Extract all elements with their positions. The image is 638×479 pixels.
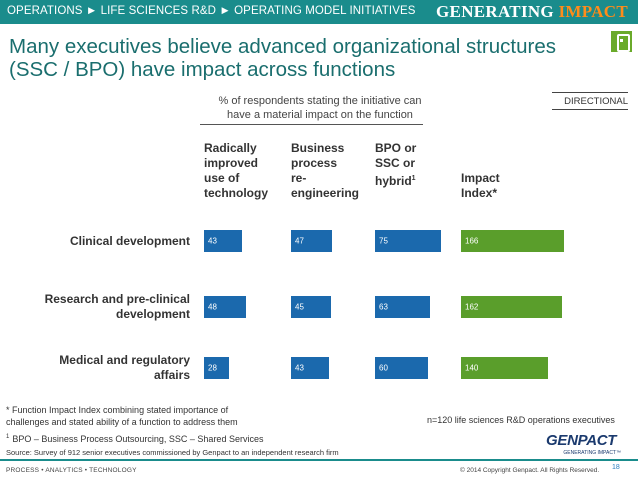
bar-value-label: 60 [379, 363, 388, 373]
column-header-line: Business [291, 141, 345, 155]
bar-value-label: 43 [208, 236, 217, 246]
title-line-1: Many executives believe advanced organiz… [9, 35, 556, 58]
impact-footnote-line-1: * Function Impact Index combining stated… [6, 405, 229, 415]
bar [291, 230, 332, 252]
bar-value-label: 63 [379, 302, 388, 312]
bar [461, 357, 548, 379]
bar-value-label: 140 [465, 363, 479, 373]
bpo-footnote: 1 BPO – Business Process Outsourcing, SSC… [6, 431, 263, 445]
directional-box [552, 92, 628, 110]
mobile-phone-icon [611, 31, 632, 52]
bpo-footnote-text: BPO – Business Process Outsourcing, SSC … [12, 434, 264, 444]
brand-logo: GENERATING IMPACT [436, 2, 628, 22]
genpact-logo: GENPACT GENERATING IMPACT™ [546, 432, 621, 456]
bar [291, 357, 329, 379]
column-header-line: technology [204, 186, 269, 200]
brand-prefix: GENERATING [436, 2, 554, 21]
subtitle-line-1: % of respondents stating the initiative … [218, 95, 422, 107]
row-label-line: development [115, 307, 190, 321]
column-header: Business process re-engineering [291, 141, 359, 201]
bar [375, 230, 441, 252]
column-header-line: Impact [461, 171, 500, 185]
row-label: Research and pre-clinical development [0, 292, 190, 322]
footer-rule [0, 459, 638, 461]
footer-copyright: © 2014 Copyright Genpact. All Rights Res… [460, 467, 600, 474]
header-bar: OPERATIONS ► LIFE SCIENCES R&D ► OPERATI… [0, 0, 638, 24]
row-label-line: Medical and regulatory [59, 353, 190, 367]
impact-footnote-line-2: challenges and stated ability of a funct… [6, 417, 238, 427]
page-number: 18 [612, 464, 620, 471]
genpact-logo-tagline: GENERATING IMPACT™ [563, 450, 621, 456]
column-header-line: SSC or [375, 156, 416, 170]
impact-footnote: * Function Impact Index combining stated… [6, 404, 238, 428]
column-header-line: Radically [204, 141, 257, 155]
source-note: Source: Survey of 912 senior executives … [6, 448, 339, 457]
title-line-2: (SSC / BPO) have impact across functions [9, 57, 396, 81]
directional-badge: DIRECTIONAL [564, 96, 628, 107]
column-header-line: re- [291, 171, 307, 185]
chart-subtitle: % of respondents stating the initiative … [200, 95, 440, 122]
bar-value-label: 166 [465, 236, 479, 246]
bar-value-label: 162 [465, 302, 479, 312]
bar [375, 296, 430, 318]
bar [204, 230, 242, 252]
column-header-line: hybrid1 [375, 174, 416, 188]
subtitle-line-2: have a material impact on the function [227, 108, 413, 121]
page-title: Many executives believe advanced organiz… [9, 35, 609, 81]
column-header-superscript: 1 [411, 175, 416, 182]
column-header-line: BPO or [375, 141, 417, 155]
breadcrumb: OPERATIONS ► LIFE SCIENCES R&D ► OPERATI… [7, 5, 416, 17]
column-header: Impact Index* [461, 171, 500, 201]
column-header-line: engineering [291, 186, 360, 200]
column-header-line: improved [204, 156, 259, 170]
genpact-logo-word: GENPACT [546, 432, 617, 449]
bar-value-label: 48 [208, 302, 217, 312]
bar-value-label: 47 [295, 236, 304, 246]
subtitle-rule [200, 124, 423, 125]
bar [461, 230, 564, 252]
bar-value-label: 28 [208, 363, 217, 373]
bar [204, 296, 246, 318]
column-header: Radically improved use of technology [204, 141, 268, 201]
sample-size-note: n=120 life sciences R&D operations execu… [427, 415, 615, 425]
bar-value-label: 43 [295, 363, 304, 373]
bar [375, 357, 428, 379]
bar-value-label: 75 [379, 236, 388, 246]
column-header-line: Index* [461, 186, 498, 200]
bar [461, 296, 562, 318]
row-label-line: Research and pre-clinical [44, 292, 190, 306]
footer-tagline: PROCESS • ANALYTICS • TECHNOLOGY [6, 467, 137, 474]
brand-suffix: IMPACT [553, 2, 628, 21]
row-label-line: affairs [153, 368, 190, 382]
bar [291, 296, 331, 318]
bar-value-label: 45 [295, 302, 304, 312]
column-header: BPO or SSC or hybrid1 [375, 141, 416, 189]
row-label-line: Clinical development [69, 234, 190, 248]
bpo-footnote-marker: 1 [6, 434, 10, 440]
column-header-line: use of [204, 171, 240, 185]
bar [204, 357, 229, 379]
column-header-line: process [291, 156, 338, 170]
row-label: Clinical development [0, 234, 190, 249]
row-label: Medical and regulatory affairs [0, 353, 190, 383]
